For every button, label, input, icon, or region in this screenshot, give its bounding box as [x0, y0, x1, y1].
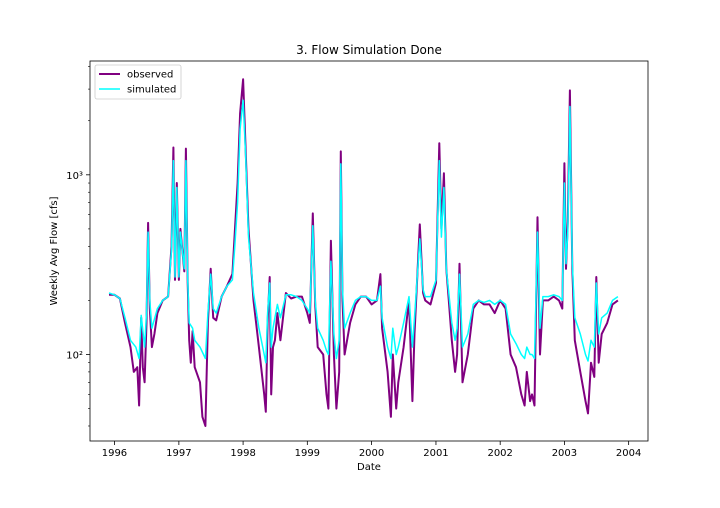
- x-tick-label: 1997: [166, 448, 191, 459]
- chart-title: 3. Flow Simulation Done: [296, 43, 442, 57]
- x-tick-label: 1998: [230, 448, 255, 459]
- x-tick-label: 2004: [616, 448, 641, 459]
- x-tick-label: 1999: [295, 448, 320, 459]
- y-tick-label: 10²: [66, 350, 83, 361]
- series-lines: [108, 78, 619, 427]
- x-tick-label: 1996: [102, 448, 127, 459]
- x-tick-label: 2001: [423, 448, 448, 459]
- series-line-simulated: [108, 99, 619, 364]
- x-axis-label: Date: [357, 462, 381, 473]
- x-tick-label: 2000: [359, 448, 384, 459]
- legend-label-simulated: simulated: [127, 85, 176, 96]
- x-tick-label: 2002: [487, 448, 512, 459]
- y-axis-label: Weekly Avg Flow [cfs]: [49, 196, 60, 305]
- legend-label-observed: observed: [127, 70, 173, 81]
- legend: observed simulated: [94, 64, 182, 100]
- plot-frame: [89, 60, 649, 442]
- x-tick-label: 2003: [552, 448, 577, 459]
- y-tick-label: 10³: [66, 171, 83, 182]
